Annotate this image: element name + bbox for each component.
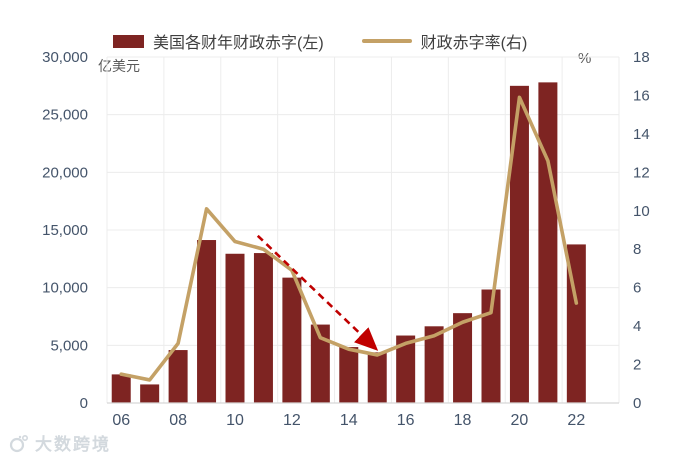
right-axis-tick: 4 bbox=[633, 318, 641, 335]
deficit-rate-line bbox=[119, 95, 579, 382]
x-axis-tick: 08 bbox=[169, 412, 187, 429]
right-axis-tick: 18 bbox=[633, 49, 650, 66]
deficit-bar-16 bbox=[396, 335, 416, 403]
watermark-text: 大数跨境 bbox=[35, 435, 111, 454]
legend-item-deficit-rate-line: 财政赤字率(右) bbox=[361, 29, 528, 53]
right-axis-tick: 2 bbox=[633, 357, 641, 374]
legend-item-deficit-bars: 美国各财年财政赤字(左) bbox=[113, 29, 324, 53]
legend: 美国各财年财政赤字(左) 财政赤字率(右) bbox=[113, 29, 527, 53]
deficit-bar-10 bbox=[225, 253, 245, 403]
trend-arrow-annotation bbox=[256, 234, 379, 351]
bar-series-label: 美国各财年财政赤字(左) bbox=[153, 35, 324, 52]
bar-series-swatch bbox=[113, 34, 144, 48]
deficit-bar-07 bbox=[140, 384, 160, 403]
left-axis-tick: 30,000 bbox=[42, 49, 88, 66]
left-axis-tick: 25,000 bbox=[42, 107, 88, 124]
x-axis-tick: 14 bbox=[340, 412, 358, 429]
left-axis-tick: 0 bbox=[80, 395, 88, 412]
line-series-swatch bbox=[361, 39, 412, 43]
deficit-bar-17 bbox=[424, 326, 444, 403]
deficit-bar-12 bbox=[282, 277, 302, 403]
x-axis-tick: 16 bbox=[397, 412, 415, 429]
right-axis-tick: 16 bbox=[633, 87, 650, 104]
deficit-bar-13 bbox=[310, 324, 330, 403]
x-axis-tick: 12 bbox=[283, 412, 301, 429]
right-axis-tick: 10 bbox=[633, 203, 650, 220]
x-axis-tick: 20 bbox=[511, 412, 529, 429]
right-axis-tick: 8 bbox=[633, 241, 641, 258]
left-axis-tick: 10,000 bbox=[42, 280, 88, 297]
deficit-bar-20 bbox=[509, 85, 529, 403]
deficit-bar-11 bbox=[253, 253, 273, 403]
left-axis-tick: 15,000 bbox=[42, 222, 88, 239]
watermark-logo-icon bbox=[9, 434, 29, 452]
watermark: 大数跨境 bbox=[8, 430, 111, 455]
deficit-bar-06 bbox=[111, 374, 131, 403]
deficit-bar-21 bbox=[538, 82, 558, 403]
x-axis-tick: 22 bbox=[567, 412, 585, 429]
deficit-bar-14 bbox=[339, 347, 359, 403]
deficit-bar-18 bbox=[453, 313, 473, 403]
x-axis-tick: 10 bbox=[226, 412, 244, 429]
right-axis-tick: 6 bbox=[633, 280, 641, 297]
x-axis-tick: 18 bbox=[454, 412, 472, 429]
x-axis-tick: 06 bbox=[112, 412, 130, 429]
right-axis-unit-label: % bbox=[578, 50, 592, 67]
left-axis-unit-label: 亿美元 bbox=[98, 58, 140, 74]
deficit-bar-19 bbox=[481, 289, 501, 403]
deficit-bar-15 bbox=[367, 352, 387, 403]
left-axis-tick: 5,000 bbox=[50, 337, 88, 354]
line-series-label: 财政赤字率(右) bbox=[420, 35, 528, 52]
right-axis-tick: 14 bbox=[633, 126, 650, 143]
deficit-bar-08 bbox=[168, 350, 188, 403]
left-axis-tick: 20,000 bbox=[42, 164, 88, 181]
deficit-bar-09 bbox=[197, 240, 217, 403]
right-axis-tick: 12 bbox=[633, 164, 650, 181]
right-axis-tick: 0 bbox=[633, 395, 641, 412]
